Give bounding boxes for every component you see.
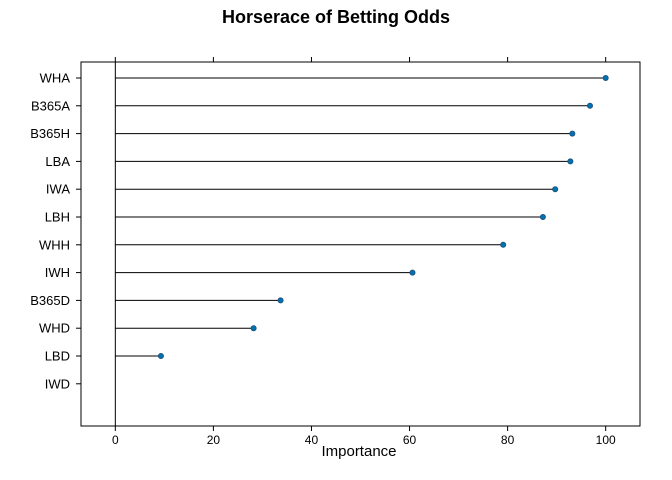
value-point — [602, 75, 609, 82]
x-tick-label: 40 — [305, 433, 319, 447]
x-tick-label: 20 — [207, 433, 221, 447]
x-tick-label: 100 — [596, 433, 616, 447]
category-label: LBH — [45, 210, 70, 225]
value-point — [567, 158, 574, 165]
value-point — [539, 213, 546, 220]
x-tick-label: 60 — [403, 433, 417, 447]
value-point — [552, 186, 559, 193]
category-label: B365A — [31, 98, 70, 113]
value-point — [569, 130, 576, 137]
value-point — [409, 269, 416, 276]
value-point — [277, 297, 284, 304]
category-label: IWA — [46, 182, 70, 197]
value-point — [500, 241, 507, 248]
category-label: WHD — [39, 321, 70, 336]
category-label: LBA — [45, 154, 70, 169]
x-tick-label: 0 — [112, 433, 119, 447]
plot-frame — [80, 61, 641, 427]
value-point — [157, 352, 164, 359]
data-marks — [114, 62, 609, 426]
category-label: WHH — [39, 237, 70, 252]
value-point — [586, 102, 593, 109]
x-tick-label: 80 — [501, 433, 515, 447]
category-label: B365H — [30, 126, 70, 141]
chart-title: Horserace of Betting Odds — [222, 7, 450, 27]
category-label: B365D — [30, 293, 70, 308]
category-label: WHA — [40, 71, 71, 86]
category-label: LBD — [45, 349, 70, 364]
x-axis-label: Importance — [321, 443, 396, 460]
category-labels: WHA B365A B365H LBA IWA LBH WHH IWH B365D WHD LBD I… — [30, 71, 81, 391]
category-label: IWD — [45, 376, 70, 391]
value-point — [250, 325, 257, 332]
category-label: IWH — [45, 265, 70, 280]
x-axis-ticks: 0 20 40 60 80 100 — [112, 57, 616, 447]
